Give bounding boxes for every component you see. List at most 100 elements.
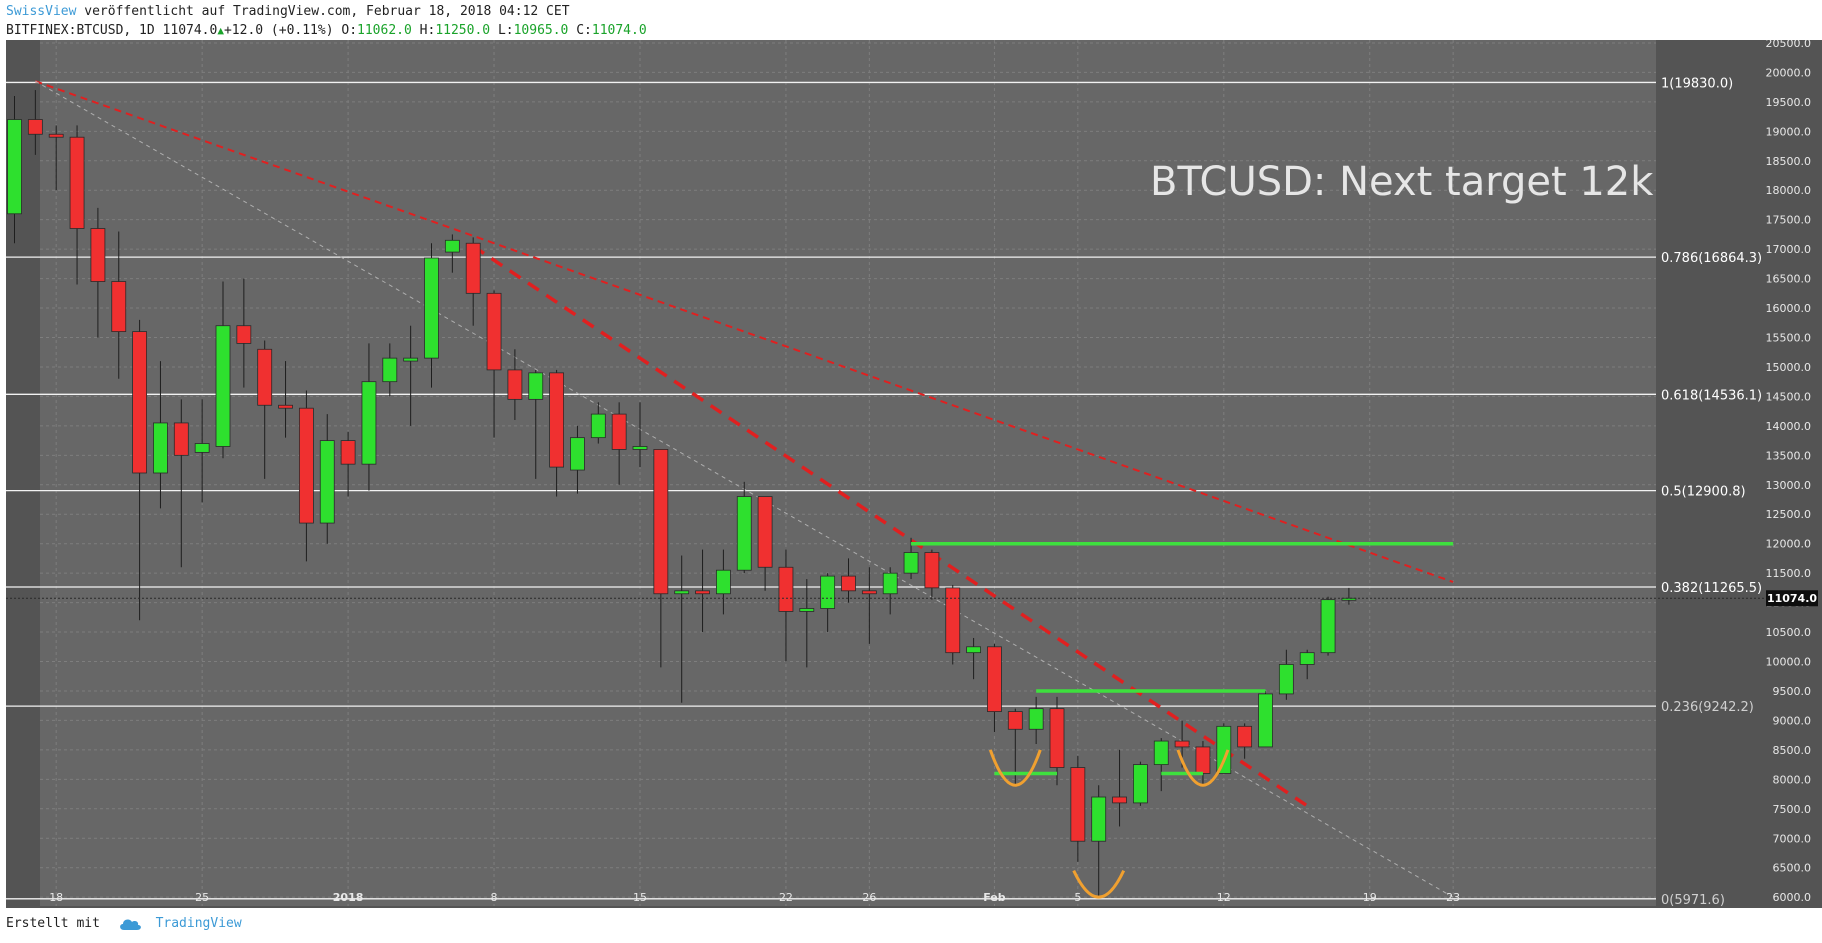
candle: [549, 369, 564, 497]
fib-level-label: 0.618(14536.1): [1661, 388, 1762, 403]
footer: Erstellt mit TradingView: [6, 916, 242, 931]
candle: [215, 281, 231, 459]
pattern-arc: [1072, 870, 1126, 899]
y-tick-label: 16000.0: [1766, 302, 1812, 315]
x-tick-label: 12: [1217, 891, 1231, 904]
candle: [716, 549, 731, 615]
candle: [1028, 696, 1044, 744]
candle-body: [465, 242, 481, 294]
candle-body: [257, 348, 273, 406]
y-tick-label: 6000.0: [1773, 891, 1812, 904]
y-tick-label: 15500.0: [1766, 332, 1812, 345]
close-label: C:: [576, 23, 592, 38]
y-tick-label: 18000.0: [1766, 184, 1812, 197]
candle-body: [319, 440, 335, 524]
candle-body: [590, 413, 606, 439]
candle-body: [1341, 597, 1357, 601]
candle-body: [236, 325, 252, 344]
candle: [403, 325, 419, 426]
candle-body: [27, 119, 43, 135]
candle-body: [903, 552, 919, 574]
candle-body: [382, 357, 398, 383]
candle: [236, 278, 252, 388]
candle-body: [194, 443, 210, 453]
candle: [528, 369, 544, 479]
candle: [507, 349, 523, 420]
high-value: 11250.0: [435, 23, 491, 38]
candle-body: [1049, 708, 1065, 768]
candle-body: [69, 136, 85, 229]
candle-body: [1299, 652, 1315, 665]
candle: [1258, 690, 1273, 748]
x-tick-label: 2018: [333, 891, 364, 904]
candle-body: [298, 407, 314, 524]
y-tick-label: 8500.0: [1773, 744, 1812, 757]
candle-body: [111, 281, 127, 333]
candle-body: [173, 422, 189, 456]
candle: [882, 567, 898, 615]
candle-body: [799, 608, 815, 612]
current-price-label: 11074.0: [1767, 592, 1817, 605]
candle: [1070, 755, 1086, 862]
candle-body: [507, 369, 523, 400]
candle-body: [1007, 711, 1023, 730]
price-chart[interactable]: 1(19830.0) 0.786(16864.3) 0.618(14536.1) 0.…: [0, 40, 1822, 908]
candle: [1049, 696, 1065, 786]
ohlc-legend: BITFINEX:BTCUSD, 1D 11074.0▲+12.0 (+0.11…: [6, 23, 647, 38]
candle-body: [1258, 693, 1273, 748]
y-tick-label: 7500.0: [1773, 803, 1812, 816]
candle: [987, 643, 1002, 733]
candle: [611, 402, 627, 485]
chart-title: BTCUSD: Next target 12k: [1150, 159, 1654, 205]
candle-body: [153, 422, 168, 474]
candle: [340, 431, 356, 497]
x-tick-label: 25: [195, 891, 209, 904]
x-tick-label: 22: [779, 891, 793, 904]
fib-retracement: 1(19830.0) 0.786(16864.3) 0.618(14536.1) 0.…: [6, 76, 1762, 908]
candle-body: [924, 552, 940, 589]
tradingview-brand-link[interactable]: TradingView: [155, 916, 242, 931]
author-link[interactable]: SwissView: [6, 4, 77, 19]
candle-body: [820, 575, 836, 609]
candle: [841, 558, 856, 603]
y-tick-label: 6500.0: [1773, 862, 1812, 875]
low-label: L:: [497, 23, 514, 38]
candle-body: [632, 446, 648, 450]
candle: [132, 319, 148, 621]
price-axis[interactable]: [1766, 40, 1822, 906]
y-tick-label: 9000.0: [1773, 714, 1812, 727]
candle: [424, 243, 439, 388]
candle-body: [278, 404, 293, 409]
candle-body: [611, 413, 627, 450]
y-tick-label: 13000.0: [1766, 479, 1812, 492]
y-tick-label: 11500.0: [1766, 567, 1812, 580]
x-tick-label: 8: [491, 891, 498, 904]
fib-level-label: 0.382(11265.5): [1661, 581, 1762, 596]
candle: [757, 496, 773, 591]
y-tick-label: 20000.0: [1766, 66, 1812, 79]
candle: [382, 343, 398, 397]
candle-body: [486, 292, 502, 371]
candle: [861, 567, 877, 644]
y-tick-label: 20500.0: [1766, 40, 1812, 50]
candle: [298, 390, 314, 562]
candle-body: [695, 590, 710, 595]
y-tick-label: 13500.0: [1766, 449, 1812, 462]
fib-level-label: 0.786(16864.3): [1661, 251, 1762, 266]
tradingview-cloud-icon: [119, 919, 141, 930]
candle-body: [1278, 664, 1294, 695]
candle: [319, 414, 335, 544]
created-with-label: Erstellt mit: [6, 916, 100, 931]
candle-body: [424, 257, 439, 359]
low-value: 10965.0: [513, 23, 569, 38]
candle: [695, 549, 710, 633]
candle-body: [757, 496, 773, 568]
x-tick-label: 15: [633, 891, 647, 904]
pattern-arcs: [988, 749, 1230, 899]
candle-body: [215, 325, 231, 447]
pattern-arc: [988, 749, 1042, 787]
candle-body: [778, 566, 794, 612]
candle-body: [48, 133, 64, 138]
y-tick-label: 18500.0: [1766, 155, 1812, 168]
candle: [1153, 738, 1169, 792]
